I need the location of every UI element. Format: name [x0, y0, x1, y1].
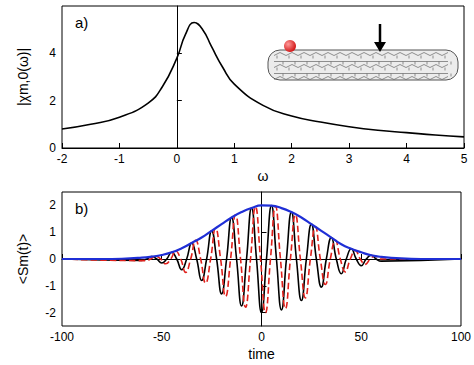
svg-text:|χm,0(ω)|: |χm,0(ω)|	[15, 48, 31, 106]
svg-text:-1: -1	[45, 279, 56, 293]
svg-text:0: 0	[258, 330, 265, 344]
svg-text:3: 3	[346, 152, 353, 166]
svg-text:-100: -100	[50, 330, 74, 344]
svg-text:100: 100	[451, 330, 471, 344]
svg-text:time: time	[248, 346, 275, 362]
svg-text:2: 2	[288, 152, 295, 166]
svg-text:-2: -2	[45, 306, 56, 320]
svg-text:50: 50	[355, 330, 369, 344]
svg-text:1: 1	[49, 225, 56, 239]
svg-text:2: 2	[49, 94, 56, 108]
svg-text:0: 0	[49, 141, 56, 155]
svg-text:4: 4	[403, 152, 410, 166]
svg-text:0: 0	[174, 152, 181, 166]
svg-text:<Sm(t)>: <Sm(t)>	[15, 234, 31, 285]
svg-text:4: 4	[49, 46, 56, 60]
svg-text:5: 5	[461, 152, 468, 166]
svg-text:ω: ω	[258, 168, 269, 184]
svg-text:0: 0	[49, 252, 56, 266]
svg-text:-2: -2	[57, 152, 68, 166]
svg-text:-1: -1	[114, 152, 125, 166]
svg-text:a): a)	[75, 14, 88, 31]
svg-text:b): b)	[75, 200, 88, 217]
svg-text:1: 1	[231, 152, 238, 166]
svg-text:2: 2	[49, 198, 56, 212]
svg-text:-50: -50	[153, 330, 171, 344]
